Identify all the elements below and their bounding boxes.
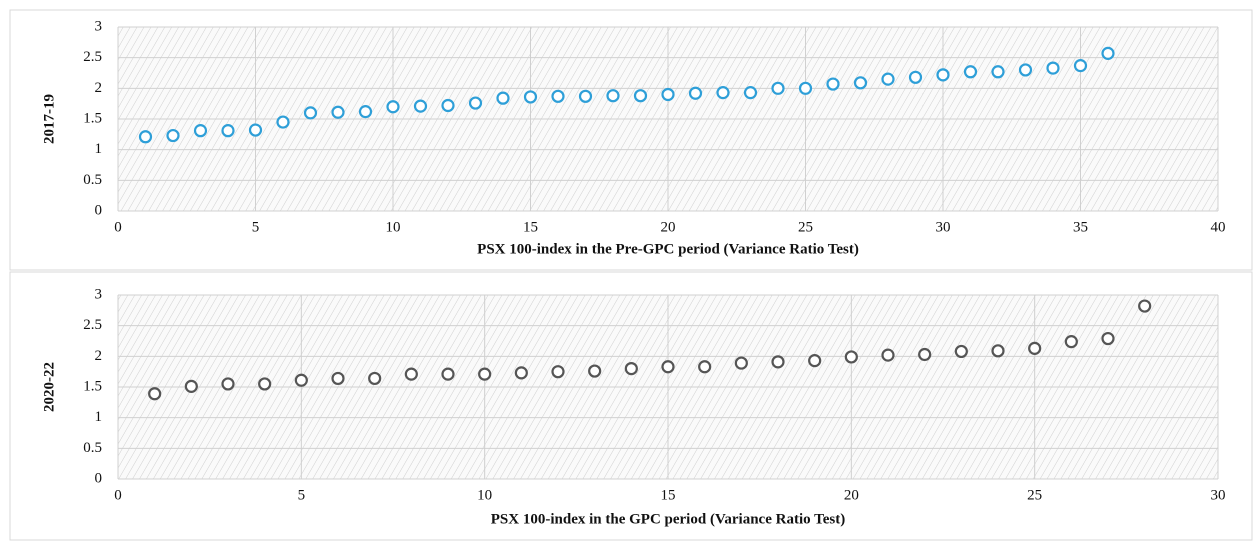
point (331, 371, 345, 386)
point (588, 364, 602, 378)
point (478, 367, 492, 381)
x-tick-label: 0 (114, 487, 122, 503)
point (386, 100, 400, 114)
x-tick-label: 5 (252, 219, 260, 235)
x-axis-label: PSX 100-index in the Pre-GPC period (Var… (477, 241, 859, 257)
point (698, 360, 712, 374)
x-tick-label: 25 (798, 219, 813, 235)
point (221, 377, 235, 391)
point (633, 89, 648, 103)
point (808, 354, 822, 368)
point (551, 365, 565, 379)
point (523, 90, 538, 104)
point (624, 362, 638, 376)
point (166, 128, 180, 143)
point (606, 89, 620, 103)
y-tick-label: 2.5 (83, 317, 102, 333)
point (368, 371, 382, 386)
x-tick-label: 0 (114, 219, 122, 235)
point (734, 356, 748, 370)
point (771, 355, 785, 369)
x-tick-label: 35 (1073, 219, 1088, 235)
point (954, 344, 968, 359)
point (514, 366, 528, 380)
y-tick-label: 0 (95, 470, 103, 486)
point (1018, 63, 1033, 77)
point (578, 89, 593, 103)
x-tick-label: 5 (298, 487, 306, 503)
point (963, 65, 978, 79)
x-tick-label: 20 (844, 487, 859, 503)
y-tick-label: 0 (95, 202, 103, 218)
point (148, 387, 162, 401)
point (908, 70, 923, 84)
point (1073, 59, 1088, 73)
point (661, 87, 675, 102)
x-tick-label: 10 (477, 487, 492, 503)
point (276, 115, 290, 129)
point (441, 98, 455, 113)
point (358, 105, 373, 119)
point (661, 360, 675, 374)
point (258, 377, 272, 391)
point (248, 123, 263, 137)
point (991, 344, 1005, 358)
point (138, 130, 153, 144)
point (551, 89, 565, 103)
point (331, 105, 345, 119)
point (798, 81, 813, 95)
point (404, 367, 418, 381)
point (496, 91, 510, 105)
x-tick-label: 15 (661, 487, 676, 503)
x-axis-label: PSX 100-index in the GPC period (Varianc… (491, 511, 845, 527)
point (221, 124, 235, 138)
point (936, 68, 950, 82)
point (844, 350, 858, 364)
x-tick-label: 40 (1211, 219, 1226, 235)
point (716, 86, 730, 100)
point (826, 77, 840, 91)
point (881, 72, 895, 86)
y-tick-label: 3 (95, 18, 103, 34)
point (918, 347, 932, 362)
point (184, 379, 198, 393)
point (743, 86, 758, 100)
point (413, 99, 428, 113)
y-tick-label: 2.5 (83, 49, 102, 65)
y-tick-label: 1.5 (83, 378, 102, 394)
point (771, 81, 785, 95)
y-axis-label: 2017-19 (41, 94, 57, 144)
x-tick-label: 30 (1211, 487, 1226, 503)
y-tick-label: 2 (95, 80, 103, 96)
point (991, 65, 1005, 79)
point (881, 348, 895, 362)
point (853, 76, 868, 90)
point (688, 86, 703, 100)
point (1138, 299, 1152, 313)
y-tick-label: 0.5 (83, 440, 102, 456)
point (303, 106, 318, 120)
point (1101, 46, 1115, 60)
point (294, 373, 308, 387)
point (1064, 335, 1078, 349)
x-tick-label: 20 (661, 219, 676, 235)
point (441, 367, 455, 381)
y-tick-label: 1 (95, 141, 103, 157)
x-tick-label: 30 (936, 219, 951, 235)
y-tick-label: 0.5 (83, 172, 102, 188)
x-tick-label: 15 (523, 219, 538, 235)
x-tick-label: 10 (386, 219, 401, 235)
y-tick-label: 3 (95, 286, 103, 302)
y-tick-label: 1 (95, 409, 103, 425)
y-tick-label: 1.5 (83, 110, 102, 126)
y-tick-label: 2 (95, 348, 103, 364)
point (468, 96, 483, 110)
x-tick-label: 25 (1027, 487, 1042, 503)
point (1028, 341, 1042, 355)
point (1046, 61, 1060, 75)
point (1101, 331, 1115, 346)
y-axis-label: 2020-22 (41, 362, 57, 412)
point (193, 124, 208, 138)
